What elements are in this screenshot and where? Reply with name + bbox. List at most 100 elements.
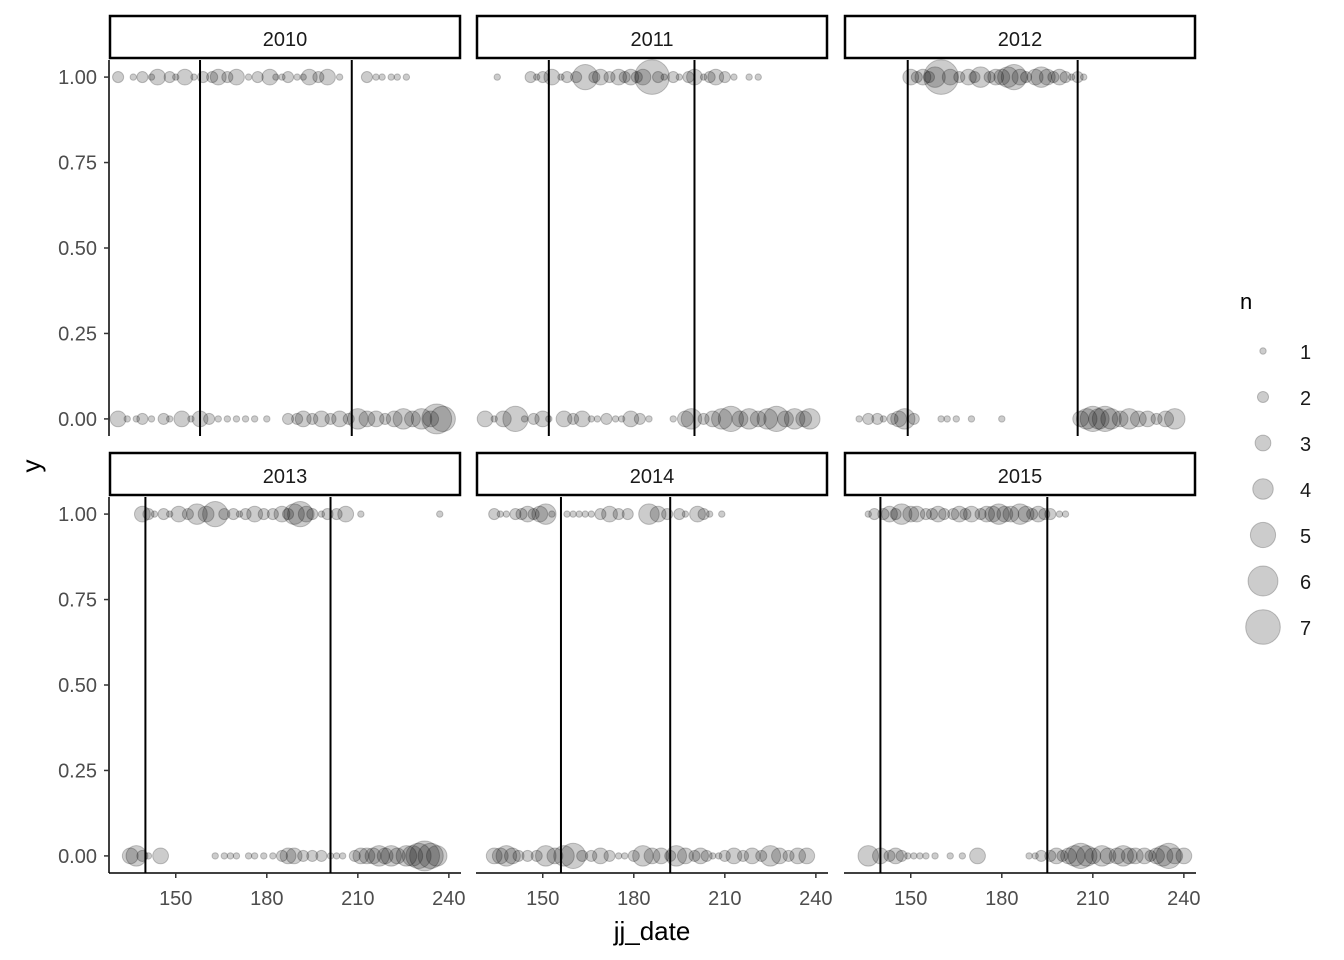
x-tick-label: 150 — [894, 888, 927, 910]
data-point — [703, 71, 716, 84]
data-point — [1060, 847, 1077, 865]
data-point — [1026, 68, 1044, 86]
data-point — [281, 508, 295, 521]
data-point — [1099, 847, 1117, 865]
data-point — [593, 415, 602, 423]
data-point — [1025, 852, 1033, 860]
data-point — [535, 845, 557, 867]
data-point — [993, 68, 1011, 86]
data-point — [572, 63, 599, 91]
data-point — [983, 71, 996, 84]
data-point — [250, 415, 259, 423]
data-point — [634, 59, 670, 95]
data-point — [929, 505, 947, 523]
data-point — [235, 510, 244, 518]
data-point — [209, 68, 227, 86]
data-point — [306, 508, 319, 521]
data-point — [736, 849, 750, 862]
data-point — [1051, 68, 1068, 86]
data-point — [755, 849, 768, 862]
data-point — [520, 415, 529, 423]
x-tick-label: 180 — [617, 888, 650, 910]
data-point — [149, 68, 166, 86]
data-point — [969, 66, 992, 88]
data-point — [129, 73, 137, 81]
legend-symbol — [1249, 521, 1277, 549]
data-point — [293, 73, 301, 81]
x-tick-label: 240 — [432, 888, 465, 910]
data-point — [504, 847, 521, 865]
data-point — [688, 849, 701, 862]
data-point — [959, 508, 972, 521]
data-point — [338, 852, 347, 860]
legend-title: n — [1240, 289, 1252, 314]
data-point — [924, 66, 946, 88]
legend-symbol — [1256, 390, 1270, 404]
data-point — [1088, 408, 1110, 430]
legend: n 1 2 3 4 5 6 7 — [1240, 289, 1311, 645]
data-point — [1120, 847, 1138, 865]
data-point — [337, 505, 355, 523]
data-point — [1108, 847, 1126, 865]
data-point — [907, 412, 920, 425]
data-point — [190, 73, 198, 81]
data-point — [502, 405, 529, 433]
data-point — [575, 510, 583, 518]
data-point — [402, 73, 411, 81]
panel-2011: 2011 — [475, 14, 829, 436]
data-point — [1164, 408, 1186, 430]
data-point — [987, 68, 1005, 86]
data-point — [125, 845, 148, 867]
data-point — [232, 415, 241, 423]
data-point — [425, 845, 448, 867]
data-point — [717, 405, 744, 433]
points — [476, 59, 821, 433]
legend-key-1: 1 — [1259, 342, 1311, 364]
data-point — [429, 405, 456, 433]
data-point — [771, 847, 788, 865]
data-point — [708, 852, 717, 860]
data-point — [904, 852, 912, 860]
facet-strip — [108, 14, 462, 60]
data-point — [1118, 408, 1140, 430]
data-point — [1002, 505, 1020, 523]
data-point — [1061, 510, 1070, 518]
data-point — [1079, 405, 1106, 433]
legend-label: 6 — [1300, 572, 1311, 594]
data-point — [638, 503, 660, 525]
data-point — [297, 505, 315, 523]
data-point — [519, 505, 536, 523]
data-point — [352, 847, 370, 865]
data-point — [299, 73, 307, 81]
legend-symbol — [1252, 478, 1274, 500]
data-point — [632, 845, 654, 867]
data-point — [652, 847, 670, 865]
data-point — [436, 510, 444, 518]
data-point — [627, 849, 640, 862]
data-point — [783, 408, 806, 430]
data-point — [588, 71, 601, 84]
data-point — [123, 415, 131, 423]
y-tick-label: 0.25 — [58, 323, 97, 345]
data-point — [246, 505, 264, 523]
data-point — [378, 73, 386, 81]
data-point — [502, 510, 511, 518]
data-point — [645, 415, 653, 423]
data-point — [997, 66, 1019, 88]
data-point — [652, 71, 665, 84]
data-point — [1047, 71, 1060, 84]
data-point — [1009, 503, 1031, 525]
data-point — [535, 503, 557, 525]
data-point — [601, 505, 618, 523]
data-point — [560, 71, 574, 84]
legend-label: 1 — [1300, 342, 1311, 364]
data-point — [988, 503, 1010, 525]
data-point — [1175, 847, 1193, 865]
data-point — [388, 847, 406, 865]
data-point — [922, 71, 936, 84]
data-point — [1100, 408, 1122, 430]
data-point — [594, 508, 607, 521]
data-point — [163, 71, 176, 84]
data-point — [697, 508, 710, 521]
data-point — [405, 842, 432, 870]
